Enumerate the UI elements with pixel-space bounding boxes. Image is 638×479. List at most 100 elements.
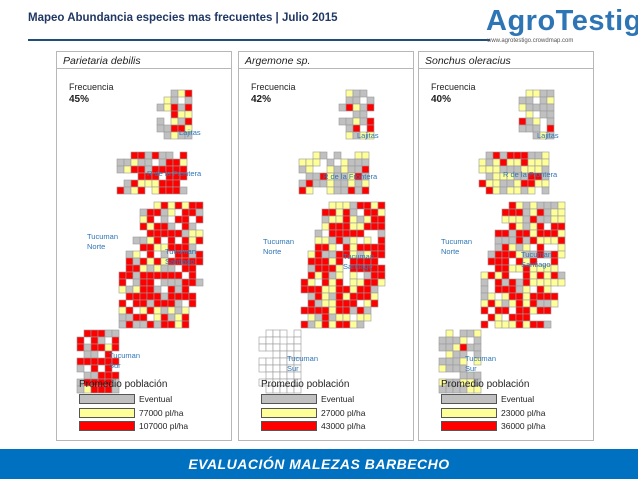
grid-cell	[527, 179, 536, 188]
grid-cell	[163, 103, 172, 112]
grid-cell	[195, 229, 204, 238]
grid-cell	[328, 306, 337, 315]
abundance-grid-map	[76, 89, 204, 394]
frequency-value: 42%	[251, 94, 272, 105]
legend-row-high: 107000 pl/ha	[79, 421, 229, 432]
grid-cell	[501, 285, 510, 294]
legend-text-medium: 27000 pl/ha	[321, 408, 366, 418]
grid-cell	[532, 89, 541, 98]
grid-cell	[130, 151, 139, 160]
grid-cell	[536, 215, 545, 224]
grid-cell	[111, 371, 120, 380]
grid-cell	[177, 89, 186, 98]
grid-cell	[349, 215, 358, 224]
grid-cell	[139, 292, 148, 301]
grid-cell	[321, 320, 330, 329]
grid-cell	[174, 292, 183, 301]
grid-cell	[111, 329, 120, 338]
grid-cell	[321, 243, 330, 252]
legend-text-high: 43000 pl/ha	[321, 421, 366, 431]
grid-cell	[522, 313, 531, 322]
grid-cell	[137, 158, 146, 167]
grid-cell	[543, 201, 552, 210]
grid-cell	[349, 236, 358, 245]
grid-cell	[335, 306, 344, 315]
grid-cell	[116, 186, 125, 195]
grid-cell	[527, 158, 536, 167]
grid-cell	[342, 215, 351, 224]
grid-cell	[515, 320, 524, 329]
grid-cell	[506, 151, 515, 160]
grid-cell	[153, 320, 162, 329]
grid-cell	[342, 201, 351, 210]
grid-cell	[83, 357, 92, 366]
grid-cell	[550, 229, 559, 238]
grid-cell	[342, 299, 351, 308]
grid-cell	[181, 320, 190, 329]
grid-cell	[272, 329, 281, 338]
legend-swatch-medium	[79, 408, 135, 418]
grid-cell	[345, 131, 354, 140]
grid-cell	[307, 320, 316, 329]
grid-cell	[181, 236, 190, 245]
grid-cell	[272, 364, 281, 373]
grid-cell	[188, 201, 197, 210]
grid-cell	[156, 117, 165, 126]
grid-cell	[125, 271, 134, 280]
grid-cell	[543, 299, 552, 308]
grid-cell	[90, 336, 99, 345]
legend-swatch-high	[261, 421, 317, 431]
grid-cell	[132, 285, 141, 294]
grid-cell	[501, 320, 510, 329]
grid-cell	[167, 285, 176, 294]
legend-row-medium: 23000 pl/ha	[441, 408, 591, 419]
grid-cell	[188, 299, 197, 308]
grid-cell	[335, 201, 344, 210]
grid-cell	[452, 343, 461, 352]
grid-cell	[300, 306, 309, 315]
grid-cell	[195, 215, 204, 224]
grid-cell	[480, 278, 489, 287]
grid-cell	[335, 313, 344, 322]
grid-cell	[363, 222, 372, 231]
grid-cell	[90, 350, 99, 359]
grid-cell	[188, 229, 197, 238]
grid-cell	[515, 208, 524, 217]
grid-cell	[480, 320, 489, 329]
grid-cell	[342, 306, 351, 315]
grid-cell	[506, 186, 515, 195]
grid-cell	[525, 124, 534, 133]
grid-cell	[130, 179, 139, 188]
grid-cell	[522, 215, 531, 224]
grid-cell	[279, 329, 288, 338]
grid-cell	[153, 229, 162, 238]
grid-cell	[160, 271, 169, 280]
grid-cell	[97, 336, 106, 345]
grid-cell	[160, 292, 169, 301]
grid-cell	[258, 343, 267, 352]
grid-cell	[377, 250, 386, 259]
grid-cell	[195, 257, 204, 266]
grid-cell	[314, 306, 323, 315]
grid-cell	[111, 385, 120, 394]
grid-cell	[349, 306, 358, 315]
grid-cell	[300, 285, 309, 294]
grid-cell	[480, 299, 489, 308]
grid-cell	[445, 329, 454, 338]
grid-cell	[132, 236, 141, 245]
grid-cell	[494, 250, 503, 259]
species-panel-parietaria: Parietaria debilis Frecuencia 45% Lajita…	[56, 51, 232, 441]
grid-cell	[160, 208, 169, 217]
grid-cell	[543, 208, 552, 217]
grid-cell	[130, 165, 139, 174]
grid-cell	[539, 103, 548, 112]
grid-cell	[125, 285, 134, 294]
grid-cell	[153, 222, 162, 231]
grid-cell	[328, 208, 337, 217]
grid-cell	[144, 179, 153, 188]
species-panel-sonchus: Sonchus oleracius Frecuencia 40% Lajitas…	[418, 51, 594, 441]
grid-cell	[543, 271, 552, 280]
grid-cell	[539, 89, 548, 98]
grid-cell	[118, 271, 127, 280]
grid-cell	[501, 243, 510, 252]
